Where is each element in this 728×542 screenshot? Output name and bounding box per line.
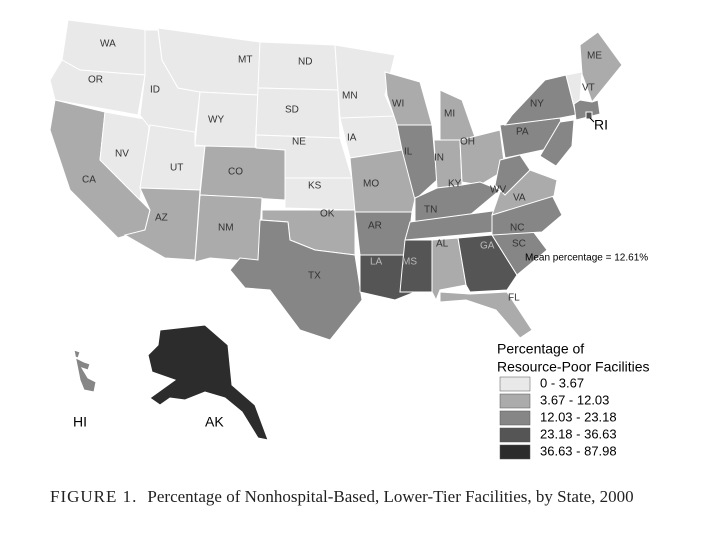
state-label: AL [436,239,449,250]
state [539,119,575,167]
legend-label: 36.63 - 87.98 [540,443,617,458]
state-label: ME [587,51,602,62]
state-label: OK [320,209,335,220]
legend-label: 0 - 3.67 [540,375,584,390]
state-label: AR [368,221,382,232]
state-label: KS [308,181,322,192]
state-label: ID [150,85,160,96]
state-label: NC [510,223,524,234]
state-label: OH [460,137,475,148]
state-label: MI [444,109,455,120]
state-label: CO [228,167,243,178]
state-label: MO [363,179,379,190]
legend-swatch [499,427,531,443]
state-label: ND [298,57,312,68]
state [399,239,433,293]
state [49,59,146,116]
state-label: IN [434,153,444,164]
state-label: RI [594,117,608,133]
state [147,324,269,441]
state [194,91,259,151]
state-label: NM [218,223,234,234]
legend-title: Resource-Poor Facilities [497,359,650,375]
state-label: OR [88,75,103,86]
legend-title: Percentage of [497,341,584,357]
state [354,211,413,256]
states [49,19,623,441]
state [439,291,533,339]
state-label: WV [490,185,506,196]
state-label: SD [285,105,299,116]
legend-label: 23.18 - 36.63 [540,426,617,441]
state-label: VT [582,83,595,94]
state [99,111,151,202]
state-label: SC [512,239,526,250]
caption: FIGURE 1. Percentage of Nonhospital-Based… [50,486,700,508]
state [194,194,263,263]
state-label: MS [402,257,417,268]
state [396,124,438,201]
state-label: HI [73,414,87,430]
caption-label: FIGURE 1. [50,487,138,506]
leader-line [589,117,595,123]
state [139,124,206,191]
state-label: NY [530,99,544,110]
state-label: MT [238,55,252,66]
annotation: Mean percentage = 12.61% [525,253,648,264]
state-label: AK [205,414,224,430]
state-label: NV [115,149,129,160]
state [573,99,601,121]
state-labels: WA OR CA NV ID MT WY UT AZ CO NM ND SD NE KS OK TX MN IA MO… [73,39,608,430]
state-label: PA [516,127,529,138]
state-label: WY [208,115,224,126]
state [585,111,593,120]
state-label: TX [308,271,321,282]
state-label: WI [392,99,404,110]
state-label: MN [342,91,358,102]
legend-swatch [499,393,531,409]
state-label: FL [508,293,520,304]
state-label: VA [513,193,526,204]
state [579,31,623,104]
legend-swatch [499,376,531,392]
map: WA OR CA NV ID MT WY UT AZ CO NM ND SD NE KS OK TX MN IA MO… [49,19,650,460]
state-label: WA [100,39,116,50]
state [459,129,506,186]
state [229,219,363,341]
legend-swatch [499,410,531,426]
state-label: LA [370,257,383,268]
state-label: TN [424,205,437,216]
legend-label: 12.03 - 23.18 [540,409,617,424]
state-label: GA [480,241,495,252]
state-label: UT [170,163,183,174]
caption-text: Percentage of Nonhospital-Based, Lower-T… [147,487,634,506]
legend-label: 3.67 - 12.03 [540,392,609,407]
state [71,349,97,393]
legend-swatch [499,444,531,460]
state-label: KY [448,179,462,190]
state-label: NE [292,137,306,148]
state-label: IL [404,147,413,158]
state-label: AZ [155,213,168,224]
state-label: CA [82,175,96,186]
state-label: IA [347,133,357,144]
